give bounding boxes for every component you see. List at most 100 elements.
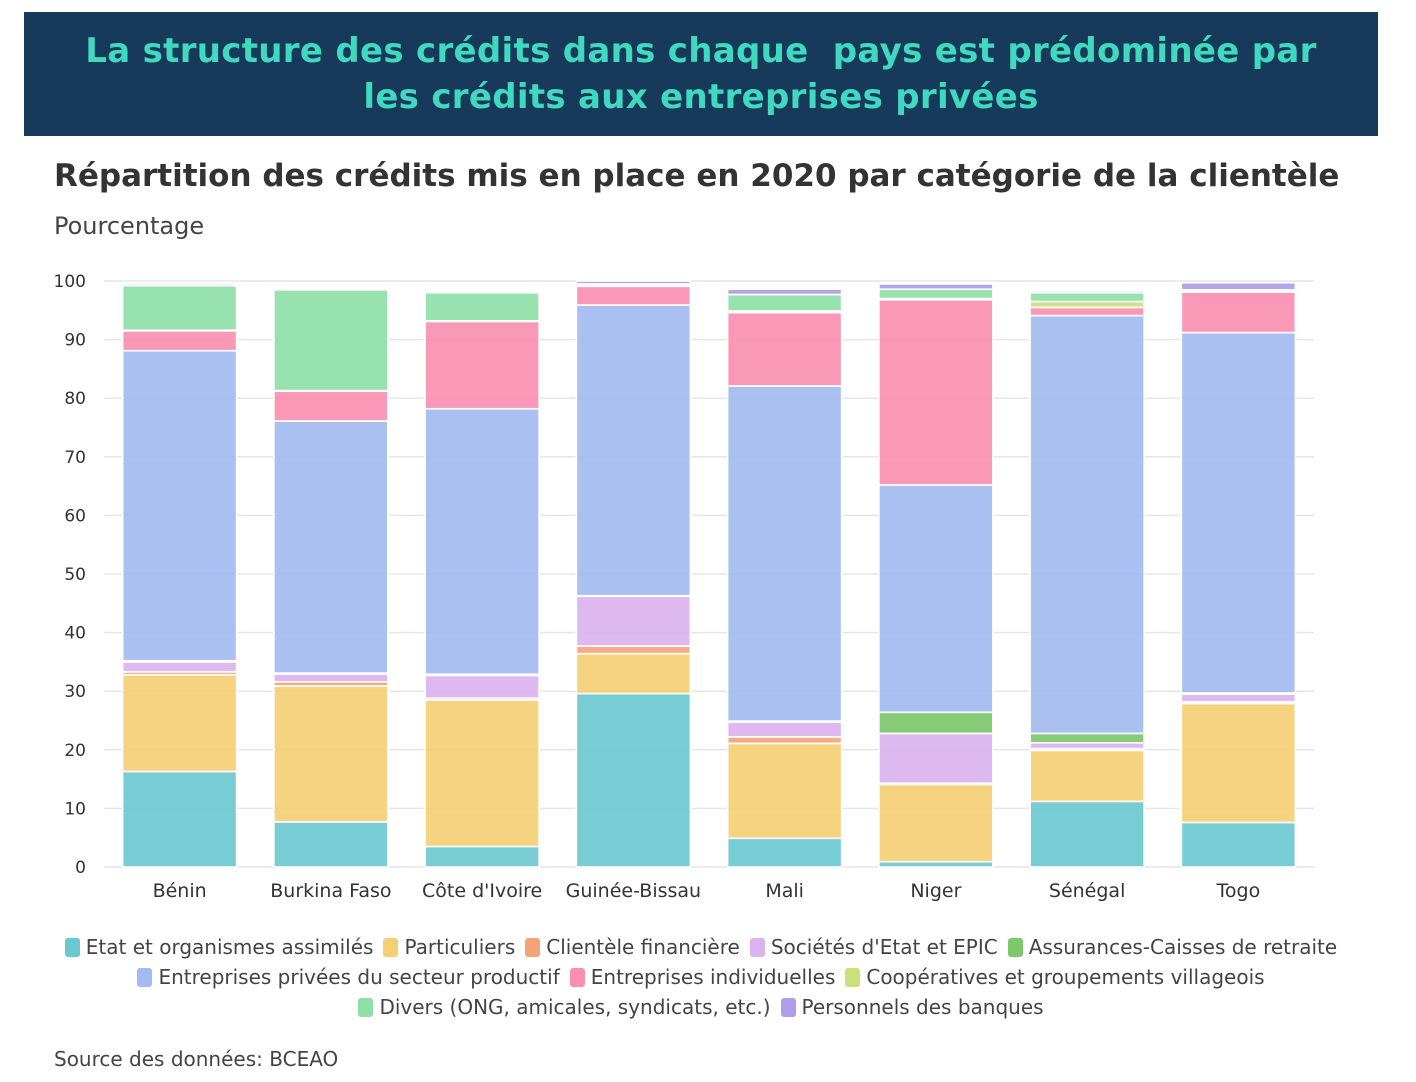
chart-title: Répartition des crédits mis en place en … xyxy=(54,158,1339,194)
legend-swatch xyxy=(358,998,373,1017)
bar-segment xyxy=(728,743,842,838)
legend-item: Entreprises individuelles xyxy=(570,965,836,989)
legend-swatch xyxy=(750,938,765,957)
bar-segment xyxy=(576,305,690,596)
legend-label: Sociétés d'Etat et EPIC xyxy=(771,935,998,959)
banner-title-line-1: La structure des crédits dans chaque pay… xyxy=(85,28,1316,74)
legend-item: Particuliers xyxy=(383,935,515,959)
legend-item: Sociétés d'Etat et EPIC xyxy=(750,935,998,959)
y-tick-label: 90 xyxy=(64,331,86,351)
banner-title-line-2: les crédits aux entreprises privées xyxy=(363,74,1038,120)
legend-row: Etat et organismes assimilés Particuliers… xyxy=(60,932,1342,962)
bar-segment xyxy=(123,331,237,351)
bar-segment xyxy=(1030,316,1144,734)
bar-segment xyxy=(728,838,842,867)
legend-swatch xyxy=(525,938,540,957)
legend-item: Etat et organismes assimilés xyxy=(65,935,374,959)
legend-label: Personnels des banques xyxy=(802,995,1044,1019)
legend-label: Clientèle financière xyxy=(546,935,740,959)
y-tick-label: 100 xyxy=(54,272,86,292)
y-tick-label: 20 xyxy=(64,741,86,761)
bar-segment xyxy=(728,737,842,743)
bar-segment xyxy=(274,686,388,822)
y-tick-label: 0 xyxy=(75,858,86,878)
x-tick-label: Mali xyxy=(765,880,804,902)
bar-segment xyxy=(1181,704,1295,823)
y-tick-label: 80 xyxy=(64,389,86,409)
bar-segment xyxy=(576,281,690,284)
legend-swatch xyxy=(65,938,80,957)
legend-swatch xyxy=(570,968,585,987)
legend-item: Personnels des banques xyxy=(781,995,1044,1019)
bar-segment xyxy=(1181,283,1295,290)
legend-item: Clientèle financière xyxy=(525,935,740,959)
legend-swatch xyxy=(1008,938,1023,957)
x-tick-label: Bénin xyxy=(153,880,207,902)
bar-segment xyxy=(728,294,842,310)
legend-swatch xyxy=(137,968,152,987)
bar-segment xyxy=(1030,801,1144,867)
source-note: Source des données: BCEAO xyxy=(54,1047,338,1071)
x-tick-label: Burkina Faso xyxy=(270,880,391,902)
legend-label: Entreprises privées du secteur productif xyxy=(158,965,559,989)
x-tick-label: Togo xyxy=(1216,880,1261,902)
bar-segment xyxy=(123,675,237,772)
x-tick-label: Guinée-Bissau xyxy=(566,880,701,902)
y-tick-label: 30 xyxy=(64,682,86,702)
bar-segment xyxy=(123,286,237,331)
bar-segment xyxy=(1030,307,1144,315)
bar-segment xyxy=(274,290,388,391)
bar-segment xyxy=(576,654,690,694)
legend-label: Divers (ONG, amicales, syndicats, etc.) xyxy=(379,995,770,1019)
bar-segment xyxy=(879,289,993,298)
legend-item: Entreprises privées du secteur productif xyxy=(137,965,559,989)
bar-segment xyxy=(274,822,388,867)
header-banner: La structure des crédits dans chaque pay… xyxy=(24,12,1378,136)
bar-segment xyxy=(1030,293,1144,302)
bar-segment xyxy=(576,694,690,867)
x-tick-label: Sénégal xyxy=(1049,880,1125,902)
legend-label: Particuliers xyxy=(404,935,515,959)
x-tick-label: Côte d'Ivoire xyxy=(422,880,542,902)
bar-segment xyxy=(728,313,842,386)
y-tick-label: 40 xyxy=(64,624,86,644)
bar-segment xyxy=(274,289,388,290)
bar-segment xyxy=(728,386,842,721)
bar-segment xyxy=(425,293,539,321)
bar-segment xyxy=(728,722,842,737)
y-tick-label: 60 xyxy=(64,506,86,526)
bar-segment xyxy=(425,675,539,698)
bar-segment xyxy=(1181,822,1295,867)
bar-segment xyxy=(879,300,993,485)
bar-segment xyxy=(576,646,690,654)
bar-segment xyxy=(274,674,388,682)
legend-swatch xyxy=(383,938,398,957)
legend-label: Entreprises individuelles xyxy=(591,965,836,989)
bar-segment xyxy=(123,284,237,286)
bar-segment xyxy=(576,596,690,646)
legend-item: Divers (ONG, amicales, syndicats, etc.) xyxy=(358,995,770,1019)
chart-subtitle: Pourcentage xyxy=(54,212,204,240)
bar-segment xyxy=(879,712,993,733)
bar-segment xyxy=(879,784,993,861)
bar-segment xyxy=(1030,291,1144,293)
legend-row: Entreprises privées du secteur productif… xyxy=(132,962,1269,992)
bar-segment xyxy=(274,421,388,673)
bar-segment xyxy=(879,485,993,712)
legend-label: Etat et organismes assimilés xyxy=(86,935,374,959)
bar-segment xyxy=(879,284,993,289)
bar-segment xyxy=(123,771,237,867)
bar-segment xyxy=(1030,750,1144,801)
bar-segment xyxy=(1030,743,1144,749)
bar-segment xyxy=(123,662,237,672)
bar-segment xyxy=(425,846,539,867)
bar-segment xyxy=(1030,302,1144,308)
bar-segment xyxy=(728,289,842,294)
bar-segment xyxy=(425,409,539,674)
bar-segment xyxy=(1030,733,1144,742)
legend-item: Assurances-Caisses de retraite xyxy=(1008,935,1337,959)
y-tick-label: 10 xyxy=(64,799,86,819)
stacked-bar-chart: 0 10 20 30 40 50 60 70 80 90 100 Bénin Burkina Faso C… xyxy=(0,260,1416,920)
y-tick-label: 70 xyxy=(64,448,86,468)
legend-item: Coopératives et groupements villageois xyxy=(845,965,1264,989)
